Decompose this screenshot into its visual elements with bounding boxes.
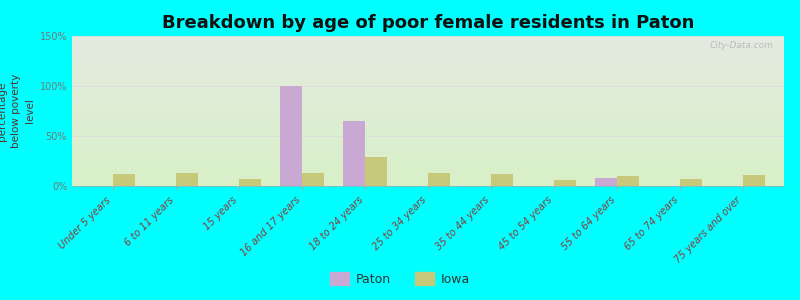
Bar (239, 179, 261, 186)
Bar (680, 179, 702, 186)
Bar (302, 173, 324, 186)
Bar (365, 157, 387, 186)
Bar (743, 175, 765, 186)
Bar (176, 173, 198, 186)
Bar (491, 174, 513, 186)
Bar (280, 86, 302, 186)
Y-axis label: percentage
below poverty
level: percentage below poverty level (0, 74, 35, 148)
Bar (617, 176, 639, 186)
Bar (554, 180, 576, 186)
Text: City-Data.com: City-Data.com (710, 40, 774, 50)
Title: Breakdown by age of poor female residents in Paton: Breakdown by age of poor female resident… (162, 14, 694, 32)
Bar (428, 173, 450, 186)
Legend: Paton, Iowa: Paton, Iowa (326, 267, 474, 291)
Bar (113, 174, 135, 186)
Bar (343, 121, 365, 186)
Bar (595, 178, 617, 186)
